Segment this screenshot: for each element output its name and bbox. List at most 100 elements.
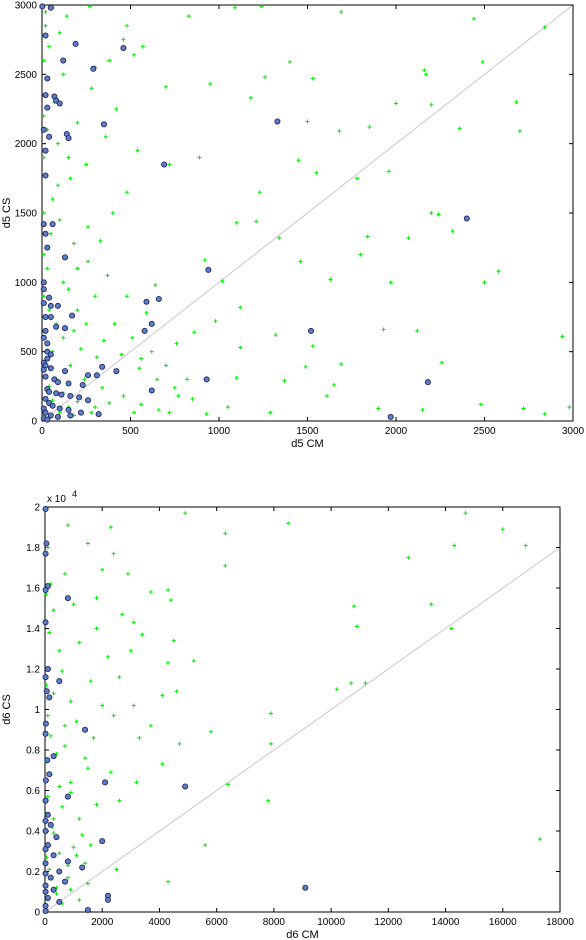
x-axis-label: d5 CM bbox=[291, 438, 323, 450]
data-point-plus bbox=[94, 626, 99, 631]
data-point-circle bbox=[42, 888, 49, 895]
data-point-plus bbox=[68, 699, 73, 704]
data-point-plus bbox=[44, 683, 49, 688]
data-point-circle bbox=[44, 340, 51, 347]
data-point-plus bbox=[48, 733, 53, 738]
data-point-plus bbox=[44, 855, 49, 860]
data-point-plus bbox=[202, 258, 207, 263]
data-point-plus bbox=[93, 405, 98, 410]
data-point-circle bbox=[463, 215, 470, 222]
y-axis-label: d5 CS bbox=[1, 198, 13, 229]
data-point-circle bbox=[274, 118, 281, 125]
data-point-plus bbox=[65, 523, 70, 528]
data-point-circle bbox=[69, 312, 76, 319]
data-point-circle bbox=[42, 902, 49, 909]
series-circle bbox=[42, 506, 309, 914]
data-point-plus bbox=[269, 741, 274, 746]
data-point-circle bbox=[76, 394, 83, 401]
data-point-circle bbox=[47, 351, 54, 358]
data-point-circle bbox=[102, 779, 109, 786]
data-point-circle bbox=[148, 387, 155, 394]
x-tick-label: 0 bbox=[39, 426, 45, 437]
data-point-plus bbox=[131, 703, 136, 708]
data-point-plus bbox=[120, 612, 125, 617]
y-tick-label: 0.8 bbox=[26, 746, 40, 757]
data-point-plus bbox=[160, 762, 165, 767]
data-point-plus bbox=[137, 735, 142, 740]
data-point-plus bbox=[101, 338, 106, 343]
data-point-plus bbox=[88, 679, 93, 684]
data-point-circle bbox=[54, 302, 61, 309]
data-point-plus bbox=[93, 294, 98, 299]
data-point-circle bbox=[42, 395, 49, 402]
data-point-plus bbox=[135, 148, 140, 153]
data-point-circle bbox=[54, 379, 61, 386]
y-tick-label: 1500 bbox=[15, 209, 38, 220]
data-point-plus bbox=[234, 376, 239, 381]
data-point-circle bbox=[56, 898, 63, 905]
y-tick-label: 0 bbox=[34, 908, 40, 919]
data-point-circle bbox=[40, 300, 47, 307]
data-point-plus bbox=[332, 382, 337, 387]
data-point-circle bbox=[42, 313, 49, 320]
data-point-circle bbox=[62, 325, 69, 332]
data-point-plus bbox=[125, 571, 130, 576]
data-point-plus bbox=[41, 252, 46, 257]
data-point-plus bbox=[112, 321, 117, 326]
data-point-circle bbox=[42, 907, 49, 914]
data-point-plus bbox=[149, 349, 154, 354]
data-point-plus bbox=[166, 879, 171, 884]
data-point-plus bbox=[121, 37, 126, 42]
data-point-plus bbox=[94, 802, 99, 807]
data-point-plus bbox=[74, 853, 79, 858]
data-point-circle bbox=[42, 587, 49, 594]
data-point-plus bbox=[167, 162, 172, 167]
data-point-plus bbox=[166, 660, 171, 665]
data-point-circle bbox=[95, 411, 102, 418]
data-point-circle bbox=[79, 381, 86, 388]
data-point-plus bbox=[57, 851, 62, 856]
data-point-plus bbox=[68, 887, 73, 892]
data-point-plus bbox=[89, 86, 94, 91]
data-point-circle bbox=[99, 363, 106, 370]
data-point-circle bbox=[47, 313, 54, 320]
y-tick-label: 0.6 bbox=[26, 786, 40, 797]
data-point-plus bbox=[100, 703, 105, 708]
data-point-plus bbox=[225, 405, 230, 410]
data-point-plus bbox=[191, 658, 196, 663]
data-point-circle bbox=[161, 161, 168, 168]
x-tick-label: 1500 bbox=[296, 426, 319, 437]
data-point-plus bbox=[567, 405, 572, 410]
data-point-plus bbox=[155, 377, 160, 382]
data-point-circle bbox=[42, 327, 49, 334]
data-point-circle bbox=[40, 286, 47, 293]
data-point-plus bbox=[166, 588, 171, 593]
data-point-plus bbox=[174, 341, 179, 346]
data-point-circle bbox=[308, 327, 315, 334]
data-point-plus bbox=[204, 412, 209, 417]
data-point-circle bbox=[64, 858, 71, 865]
data-point-circle bbox=[203, 376, 210, 383]
data-point-circle bbox=[44, 244, 51, 251]
data-point-plus bbox=[51, 691, 56, 696]
data-point-plus bbox=[45, 545, 50, 550]
data-point-plus bbox=[560, 334, 565, 339]
data-point-plus bbox=[74, 719, 79, 724]
data-point-plus bbox=[314, 170, 319, 175]
data-point-circle bbox=[90, 65, 97, 72]
y-tick-label: 1.2 bbox=[26, 665, 40, 676]
y-tick-label: 0 bbox=[31, 417, 37, 428]
data-point-plus bbox=[78, 346, 83, 351]
data-point-plus bbox=[277, 235, 282, 240]
data-point-plus bbox=[63, 571, 68, 576]
data-point-circle bbox=[39, 3, 46, 10]
data-point-plus bbox=[83, 756, 88, 761]
data-point-circle bbox=[77, 409, 84, 416]
data-point-plus bbox=[71, 602, 76, 607]
data-point-circle bbox=[47, 302, 54, 309]
data-point-circle bbox=[44, 811, 51, 818]
data-point-plus bbox=[111, 551, 116, 556]
data-point-circle bbox=[42, 172, 49, 179]
data-point-circle bbox=[43, 688, 50, 695]
data-point-plus bbox=[349, 681, 354, 686]
